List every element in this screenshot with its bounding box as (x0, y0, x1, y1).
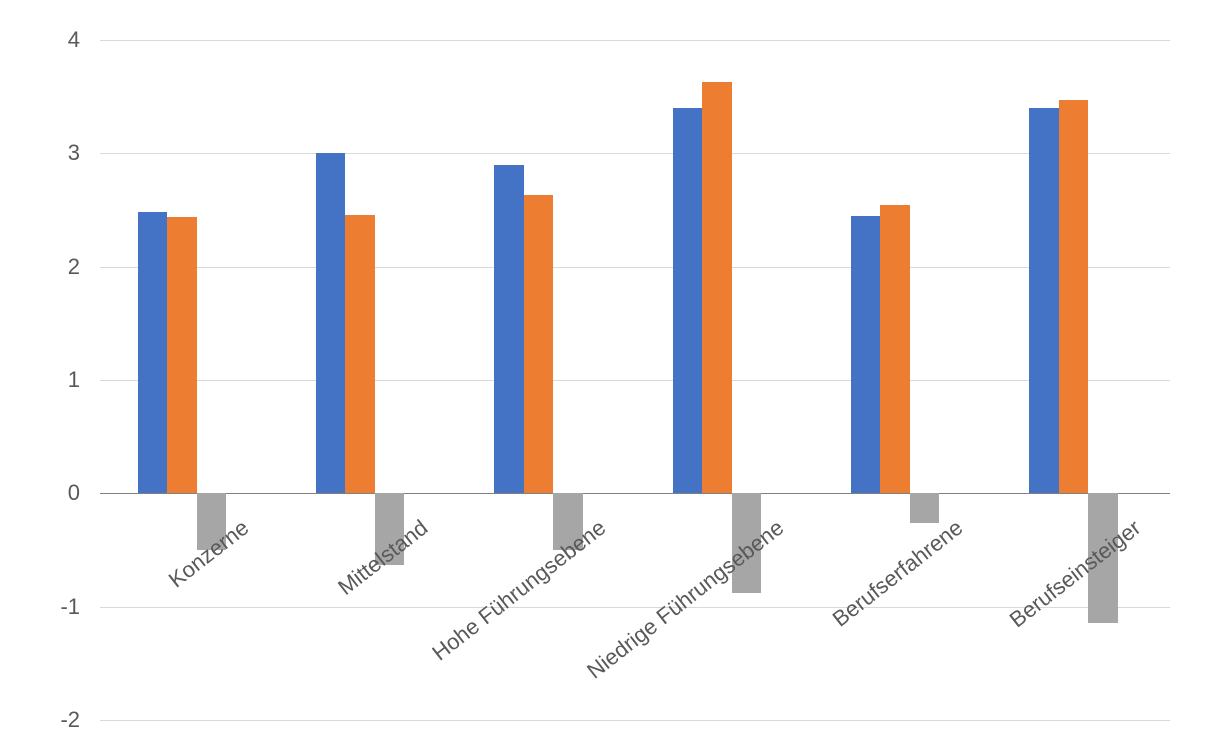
bar (167, 217, 196, 494)
gridline (100, 267, 1170, 268)
bar (851, 216, 880, 494)
y-tick-label: 4 (0, 27, 80, 53)
bar (673, 108, 702, 493)
axis-zero-line (100, 493, 1170, 494)
y-tick-label: -2 (0, 707, 80, 733)
bar (524, 195, 553, 493)
y-tick-label: 1 (0, 367, 80, 393)
y-tick-label: -1 (0, 594, 80, 620)
bar (345, 215, 374, 494)
bar (910, 493, 939, 522)
gridline (100, 720, 1170, 721)
bar (1029, 108, 1058, 493)
y-tick-label: 3 (0, 140, 80, 166)
bar (1059, 100, 1088, 493)
bar (880, 205, 909, 493)
gridline (100, 40, 1170, 41)
y-tick-label: 0 (0, 480, 80, 506)
bar (494, 165, 523, 494)
y-tick-label: 2 (0, 254, 80, 280)
bar (316, 153, 345, 493)
gridline (100, 380, 1170, 381)
bar (138, 212, 167, 493)
gridline (100, 153, 1170, 154)
bar (702, 82, 731, 493)
grouped-bar-chart: -2-101234 KonzerneMittelstandHohe Führun… (0, 0, 1205, 754)
